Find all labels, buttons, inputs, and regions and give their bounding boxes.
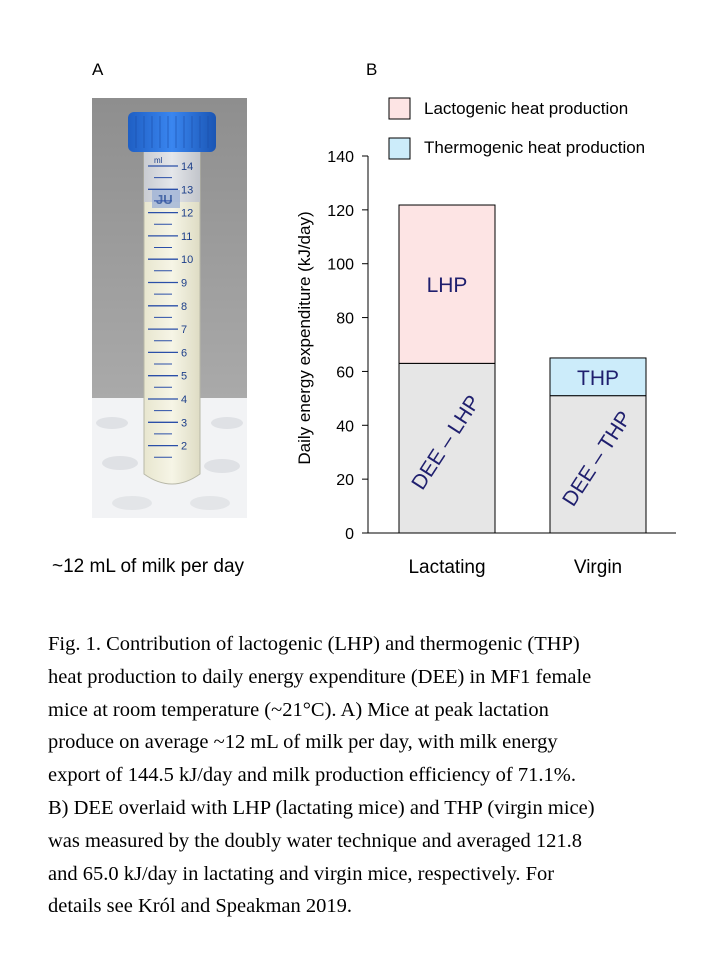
caption-line: B) DEE overlaid with LHP (lactating mice… bbox=[48, 796, 595, 819]
graduation-label: 11 bbox=[181, 231, 192, 243]
x-category-label: Virgin bbox=[574, 557, 622, 578]
caption-line: was measured by the doubly water techniq… bbox=[48, 829, 582, 852]
graduation-label: 14 bbox=[181, 161, 193, 173]
graduation-label: 2 bbox=[181, 441, 187, 453]
graduation-label: 6 bbox=[181, 347, 187, 359]
bar-base-segment bbox=[398, 362, 496, 534]
tube-unit-label: ml bbox=[154, 156, 163, 165]
y-tick-label: 20 bbox=[336, 472, 354, 489]
legend-swatch-thermogenic bbox=[388, 137, 411, 160]
y-tick-label: 100 bbox=[327, 257, 354, 274]
tube-graduations: 14 13 12 11 10 9 8 7 6 5 4 3 2 bbox=[148, 161, 193, 458]
tube-brand-label: JU bbox=[156, 192, 173, 207]
bar-top-label: LHP bbox=[427, 274, 468, 297]
milk-tube-photo: JU ml 14 13 12 11 10 9 8 7 6 5 4 3 2 bbox=[92, 98, 247, 518]
y-tick-label: 60 bbox=[336, 364, 354, 381]
graduation-label: 8 bbox=[181, 301, 187, 313]
caption-line: and 65.0 kJ/day in lactating and virgin … bbox=[48, 862, 555, 885]
caption-line: produce on average ~12 mL of milk per da… bbox=[48, 731, 558, 754]
graduation-label: 12 bbox=[181, 208, 193, 220]
caption-line: Fig. 1. Contribution of lactogenic (LHP)… bbox=[48, 633, 580, 655]
y-tick-label: 0 bbox=[345, 526, 354, 543]
figure-caption: Fig. 1. Contribution of lactogenic (LHP)… bbox=[48, 628, 698, 923]
bar-top-segment bbox=[549, 357, 647, 397]
energy-bar-chart: Lactogenic heat production Thermogenic h… bbox=[295, 97, 676, 578]
legend-label-lactogenic: Lactogenic heat production bbox=[424, 99, 628, 118]
bar-top-label: THP bbox=[577, 367, 619, 390]
graduation-label: 4 bbox=[181, 394, 187, 406]
caption-line: mice at room temperature (~21°C). A) Mic… bbox=[48, 698, 549, 721]
graduation-label: 3 bbox=[181, 417, 187, 429]
panel-a-label: A bbox=[92, 60, 104, 79]
y-tick-label: 140 bbox=[327, 149, 354, 166]
y-axis-ticks: 0 20 40 60 80 100 120 140 bbox=[327, 149, 368, 543]
caption-line: details see Król and Speakman 2019. bbox=[48, 895, 353, 918]
y-axis-label: Daily energy expenditure (kJ/day) bbox=[295, 211, 314, 464]
graduation-label: 5 bbox=[181, 371, 187, 383]
graduation-label: 7 bbox=[181, 324, 187, 336]
caption-line: heat production to daily energy expendit… bbox=[48, 665, 592, 688]
legend-label-thermogenic: Thermogenic heat production bbox=[424, 138, 645, 157]
chart-legend: Lactogenic heat production Thermogenic h… bbox=[388, 97, 645, 160]
y-tick-label: 80 bbox=[336, 311, 354, 328]
bar-base-segment bbox=[549, 395, 647, 534]
bar-top-segment bbox=[398, 204, 496, 364]
x-axis-labels: Lactating Virgin bbox=[408, 557, 622, 578]
tube-cap bbox=[128, 112, 216, 152]
x-category-label: Lactating bbox=[408, 557, 485, 578]
y-tick-label: 40 bbox=[336, 418, 354, 435]
photo-caption: ~12 mL of milk per day bbox=[52, 556, 245, 577]
panel-b-label: B bbox=[366, 60, 378, 79]
graduation-label: 9 bbox=[181, 278, 187, 290]
legend-swatch-lactogenic bbox=[388, 97, 411, 120]
graduation-label: 10 bbox=[181, 254, 193, 266]
y-tick-label: 120 bbox=[327, 203, 354, 220]
caption-line: export of 144.5 kJ/day and milk producti… bbox=[48, 764, 576, 787]
graduation-label: 13 bbox=[181, 184, 193, 196]
